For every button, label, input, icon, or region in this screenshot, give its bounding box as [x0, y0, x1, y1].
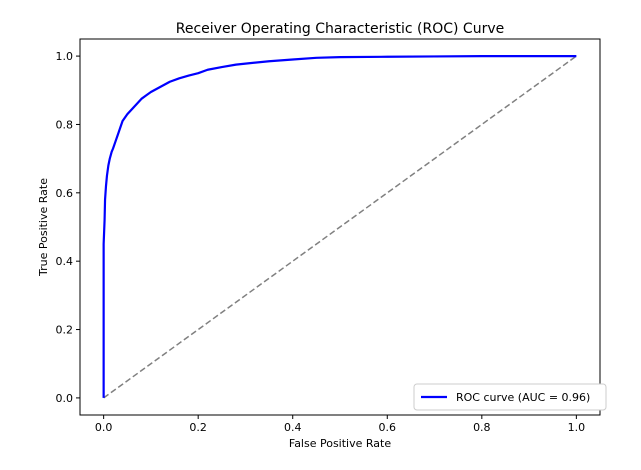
- series-layer: [102, 54, 577, 399]
- x-tick-label: 0.8: [473, 421, 491, 434]
- legend-box: [413, 383, 607, 411]
- y-axis-ticks: 0.0 0.2 0.4 0.6 0.8 1.0: [56, 50, 80, 405]
- x-tick-label: 0.6: [379, 421, 397, 434]
- x-tick-label: 0.2: [189, 421, 207, 434]
- legend: ROC curve (AUC = 0.96): [413, 383, 607, 411]
- plot-frame: [79, 38, 601, 416]
- y-tick-label: 0.8: [56, 118, 74, 131]
- roc-curve-line: [102, 54, 577, 398]
- legend-roc-label: ROC curve (AUC = 0.96): [456, 391, 590, 404]
- x-axis-ticks: 0.0 0.2 0.4 0.6 0.8 1.0: [95, 415, 585, 434]
- y-axis-label: True Positive Rate: [37, 178, 50, 277]
- x-axis-label: False Positive Rate: [289, 437, 391, 450]
- y-tick-label: 0.0: [56, 392, 74, 405]
- x-tick-label: 1.0: [568, 421, 586, 434]
- random-baseline-line: [103, 55, 577, 399]
- chart-title: Receiver Operating Characteristic (ROC) …: [176, 21, 505, 37]
- y-tick-label: 0.2: [56, 324, 74, 337]
- y-tick-label: 0.4: [56, 255, 74, 268]
- x-tick-label: 0.4: [284, 421, 302, 434]
- y-tick-label: 1.0: [56, 50, 74, 63]
- y-tick-label: 0.6: [56, 187, 74, 200]
- x-tick-label: 0.0: [95, 421, 113, 434]
